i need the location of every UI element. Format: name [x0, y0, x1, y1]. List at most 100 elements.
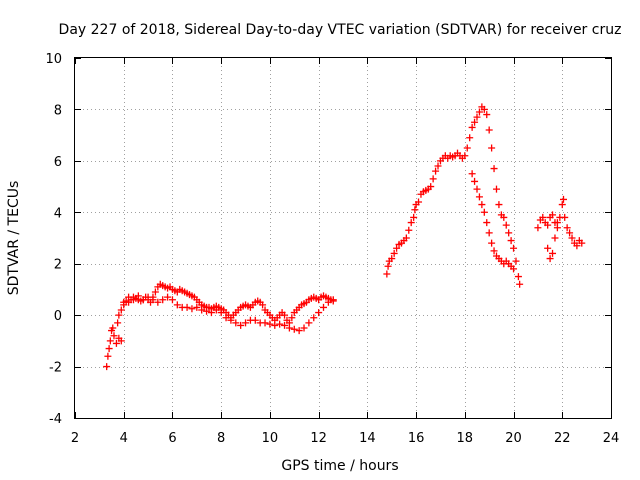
data-point [117, 337, 125, 345]
data-point [475, 108, 483, 116]
y-tick-label: 10 [45, 52, 62, 67]
data-point [112, 339, 120, 347]
data-point [281, 321, 289, 329]
data-point [402, 234, 410, 242]
y-tick-labels: -4 -2 0 2 4 6 8 10 [45, 52, 62, 427]
y-axis-title: SDTVAR / TECUs [6, 181, 22, 296]
data-point [237, 321, 245, 329]
data-point [463, 144, 471, 152]
data-point [149, 296, 157, 304]
data-point [427, 183, 435, 191]
data-point [434, 162, 442, 170]
data-point [151, 288, 159, 296]
data-point [559, 195, 567, 203]
data-point [466, 134, 474, 142]
data-point [407, 219, 415, 227]
y-tick-label: 8 [54, 103, 62, 118]
data-point [310, 314, 318, 322]
data-point [212, 306, 220, 314]
x-tick-label: 6 [168, 431, 176, 446]
data-point [154, 298, 162, 306]
x-axis-title: GPS time / hours [281, 458, 398, 474]
data-point [271, 321, 279, 329]
data-point [276, 320, 284, 328]
x-tick-labels: 2 4 6 8 10 12 14 16 18 20 22 24 [71, 431, 619, 446]
data-point [411, 206, 419, 214]
data-point [106, 337, 114, 345]
data-point [173, 301, 181, 309]
data-point [259, 301, 267, 309]
data-point [114, 319, 122, 327]
data-point [563, 224, 571, 232]
data-point [475, 193, 483, 201]
y-tick-label: 0 [54, 309, 62, 324]
data-point [251, 316, 259, 324]
data-point [480, 208, 488, 216]
data-point [546, 255, 554, 263]
data-point [551, 234, 559, 242]
x-tick-label: 14 [359, 431, 376, 446]
data-point [139, 296, 147, 304]
data-point [549, 249, 557, 257]
data-point [544, 221, 552, 229]
data-point [388, 255, 396, 263]
data-point [502, 221, 510, 229]
data-point [115, 311, 123, 319]
data-point [512, 257, 520, 265]
data-point [164, 293, 172, 301]
x-tick-label: 16 [408, 431, 425, 446]
data-point [510, 244, 518, 252]
data-point [159, 296, 167, 304]
data-point [390, 249, 398, 257]
ticks [75, 58, 612, 419]
data-point [488, 144, 496, 152]
data-point [483, 111, 491, 119]
data-point [120, 298, 128, 306]
data-point [125, 293, 133, 301]
data-point [468, 123, 476, 131]
data-point [578, 239, 586, 247]
x-tick-label: 4 [120, 431, 128, 446]
data-point [103, 363, 111, 371]
data-point [134, 292, 142, 300]
data-point [478, 201, 486, 209]
data-point [203, 307, 211, 315]
data-point [324, 298, 332, 306]
data-point [227, 316, 235, 324]
data-point [104, 352, 112, 360]
data-point [117, 306, 125, 314]
data-point [183, 303, 191, 311]
data-point [105, 345, 113, 353]
data-point [558, 201, 566, 209]
data-point [144, 293, 152, 301]
data-point [514, 273, 522, 281]
data-point [473, 185, 481, 193]
data-point [290, 325, 298, 333]
x-tick-label: 18 [457, 431, 474, 446]
x-tick-label: 22 [554, 431, 571, 446]
data-point [266, 320, 274, 328]
data-point [281, 311, 289, 319]
data-point [488, 239, 496, 247]
data-point [468, 170, 476, 178]
grid [75, 58, 611, 418]
data-point [242, 319, 250, 327]
x-tick-label: 12 [310, 431, 327, 446]
data-point [490, 165, 498, 173]
x-tick-label: 8 [217, 431, 225, 446]
data-point [534, 224, 542, 232]
y-tick-label: 4 [54, 206, 62, 221]
data-point [429, 175, 437, 183]
chart-title: Day 227 of 2018, Sidereal Day-to-day VTE… [59, 22, 622, 38]
data-point [285, 324, 293, 332]
data-point [300, 324, 308, 332]
data-point [193, 303, 201, 311]
data-point [432, 167, 440, 175]
x-tick-label: 20 [505, 431, 522, 446]
data-point [383, 270, 391, 278]
data-point [217, 309, 225, 317]
data-point [222, 314, 230, 322]
data-point [109, 324, 117, 332]
data-point [129, 296, 137, 304]
